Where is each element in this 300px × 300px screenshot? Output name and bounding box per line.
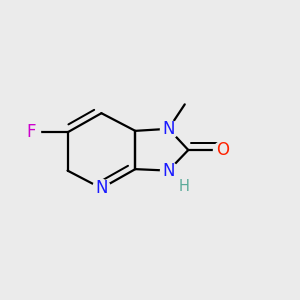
Text: N: N — [162, 120, 175, 138]
Text: O: O — [216, 141, 229, 159]
Text: H: H — [179, 179, 190, 194]
Text: N: N — [95, 179, 108, 197]
Text: F: F — [26, 123, 35, 141]
Text: N: N — [162, 162, 175, 180]
